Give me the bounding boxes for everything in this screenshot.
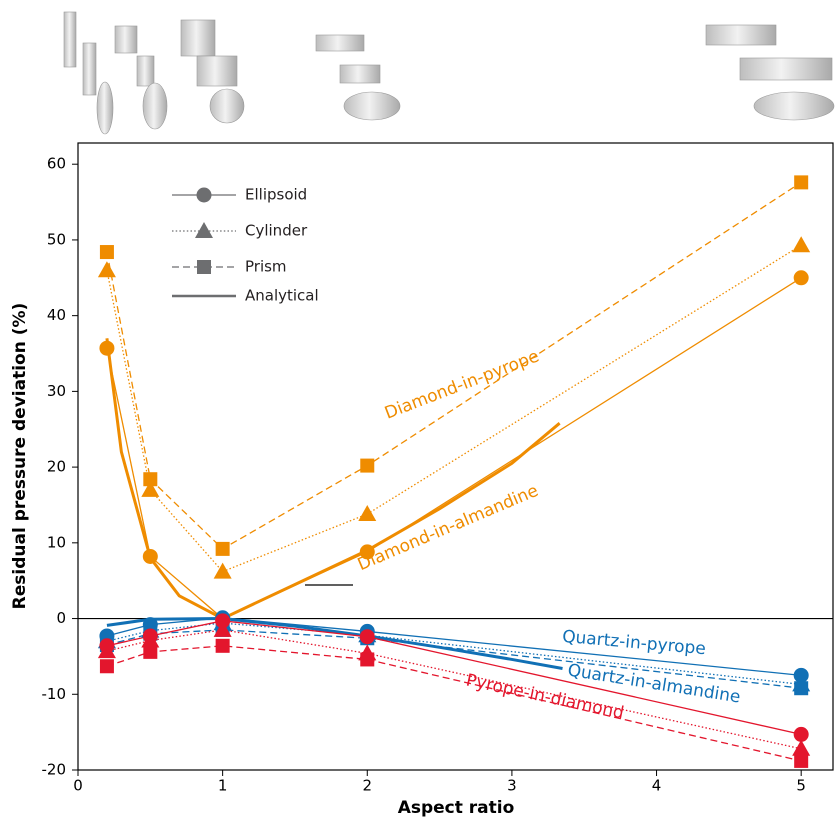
- y-axis-label: Residual pressure deviation (%): [10, 303, 30, 610]
- marker-circle: [215, 613, 231, 629]
- x-tick-label: 0: [73, 777, 83, 795]
- marker-triangle: [141, 631, 160, 648]
- y-tick-label: -20: [42, 761, 67, 779]
- x-tick-label: 4: [652, 777, 662, 795]
- series-line: [106, 629, 802, 689]
- y-tick-label: 30: [47, 382, 66, 400]
- plot-frame: [77, 142, 834, 771]
- marker-square: [360, 458, 375, 473]
- legend-label: Prism: [245, 258, 287, 276]
- y-tick-label: 20: [47, 458, 66, 476]
- x-axis-label: Aspect ratio: [398, 798, 515, 818]
- annotation: Diamond-in-pyrope: [382, 346, 542, 423]
- marker-square: [794, 681, 809, 696]
- marker-triangle: [195, 222, 213, 238]
- legend-label: Cylinder: [245, 222, 308, 240]
- marker-triangle: [213, 562, 232, 579]
- marker-circle: [359, 544, 375, 560]
- marker-square: [99, 659, 114, 674]
- marker-triangle: [141, 480, 160, 497]
- marker-triangle: [358, 505, 377, 522]
- y-tick-label: 10: [47, 533, 66, 551]
- marker-square: [215, 541, 230, 556]
- legend-label: Analytical: [245, 287, 319, 305]
- marker-square: [143, 644, 158, 659]
- marker-square: [99, 245, 114, 260]
- marker-triangle: [97, 261, 116, 278]
- series-line: [105, 338, 561, 621]
- y-tick-label: 0: [56, 609, 66, 627]
- x-tick-label: 5: [796, 777, 806, 795]
- series-line: [106, 645, 802, 762]
- shape-icons: [63, 11, 835, 135]
- marker-circle: [359, 629, 375, 645]
- marker-circle: [793, 726, 809, 742]
- marker-square: [143, 472, 158, 487]
- series-line: [106, 622, 802, 686]
- annotation: Diamond-in-almandine: [355, 481, 542, 575]
- marker-circle: [793, 667, 809, 683]
- marker-triangle: [792, 236, 811, 253]
- y-tick-label: 40: [47, 306, 66, 324]
- y-tick-label: -10: [42, 685, 67, 703]
- marker-square: [197, 260, 211, 274]
- x-tick-label: 2: [362, 777, 372, 795]
- marker-circle: [196, 187, 212, 203]
- x-tick-label: 1: [218, 777, 228, 795]
- series-line: [106, 629, 802, 750]
- marker-square: [215, 638, 230, 653]
- marker-triangle: [97, 642, 116, 659]
- marker-circle: [99, 340, 115, 356]
- marker-triangle: [213, 620, 232, 637]
- marker-square: [360, 652, 375, 667]
- marker-triangle: [792, 739, 811, 756]
- legend-label: Ellipsoid: [245, 186, 307, 204]
- marker-circle: [142, 548, 158, 564]
- annotation: Quartz-in-pyrope: [561, 627, 706, 659]
- x-tick-label: 3: [507, 777, 517, 795]
- y-tick-label: 60: [47, 155, 66, 173]
- series-line: [106, 617, 563, 671]
- marker-square: [794, 753, 809, 768]
- marker-circle: [793, 270, 809, 286]
- marker-square: [794, 175, 809, 190]
- y-tick-label: 50: [47, 230, 66, 248]
- series-line: [106, 277, 802, 620]
